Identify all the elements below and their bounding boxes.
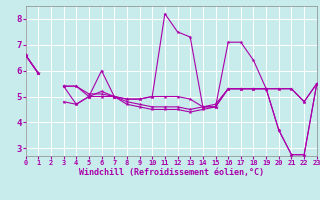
X-axis label: Windchill (Refroidissement éolien,°C): Windchill (Refroidissement éolien,°C) (79, 168, 264, 177)
